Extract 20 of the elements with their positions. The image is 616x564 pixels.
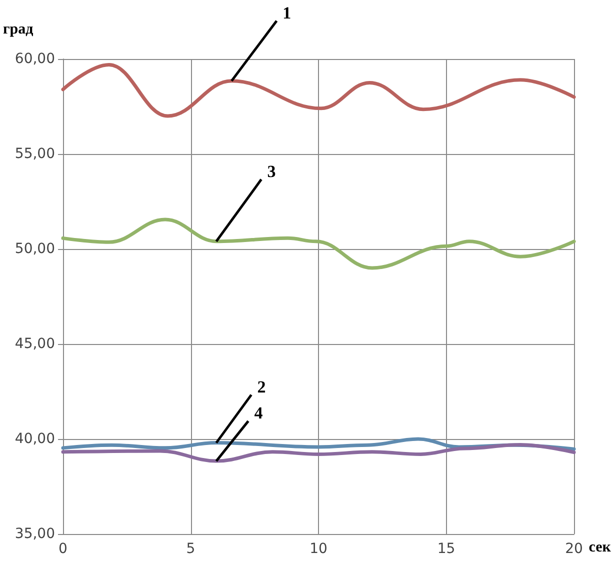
line-series bbox=[61, 62, 576, 118]
text: 2 bbox=[257, 377, 266, 396]
x-tick-label: 5 bbox=[186, 541, 196, 557]
text: 1 bbox=[282, 3, 292, 22]
y-tick-label: 55,00 bbox=[14, 146, 55, 162]
x-axis-title: сек bbox=[588, 540, 612, 556]
y-tick-label: 40,00 bbox=[14, 431, 55, 447]
line-series bbox=[61, 442, 576, 463]
x-tick-label: 0 bbox=[58, 541, 68, 557]
x-tick-label: 15 bbox=[437, 541, 456, 557]
y-axis-title: град bbox=[3, 22, 34, 38]
text: 3 bbox=[267, 162, 276, 181]
y-tick-label: 45,00 bbox=[14, 336, 55, 352]
x-tick-label: 20 bbox=[565, 541, 583, 557]
y-tick-label: 60,00 bbox=[14, 51, 55, 67]
series-label: 4 bbox=[254, 404, 264, 423]
y-tick-label: 50,00 bbox=[14, 241, 55, 257]
x-tick-label: 10 bbox=[310, 541, 328, 557]
y-tick-label: 35,00 bbox=[14, 526, 55, 542]
line-series bbox=[61, 218, 576, 270]
